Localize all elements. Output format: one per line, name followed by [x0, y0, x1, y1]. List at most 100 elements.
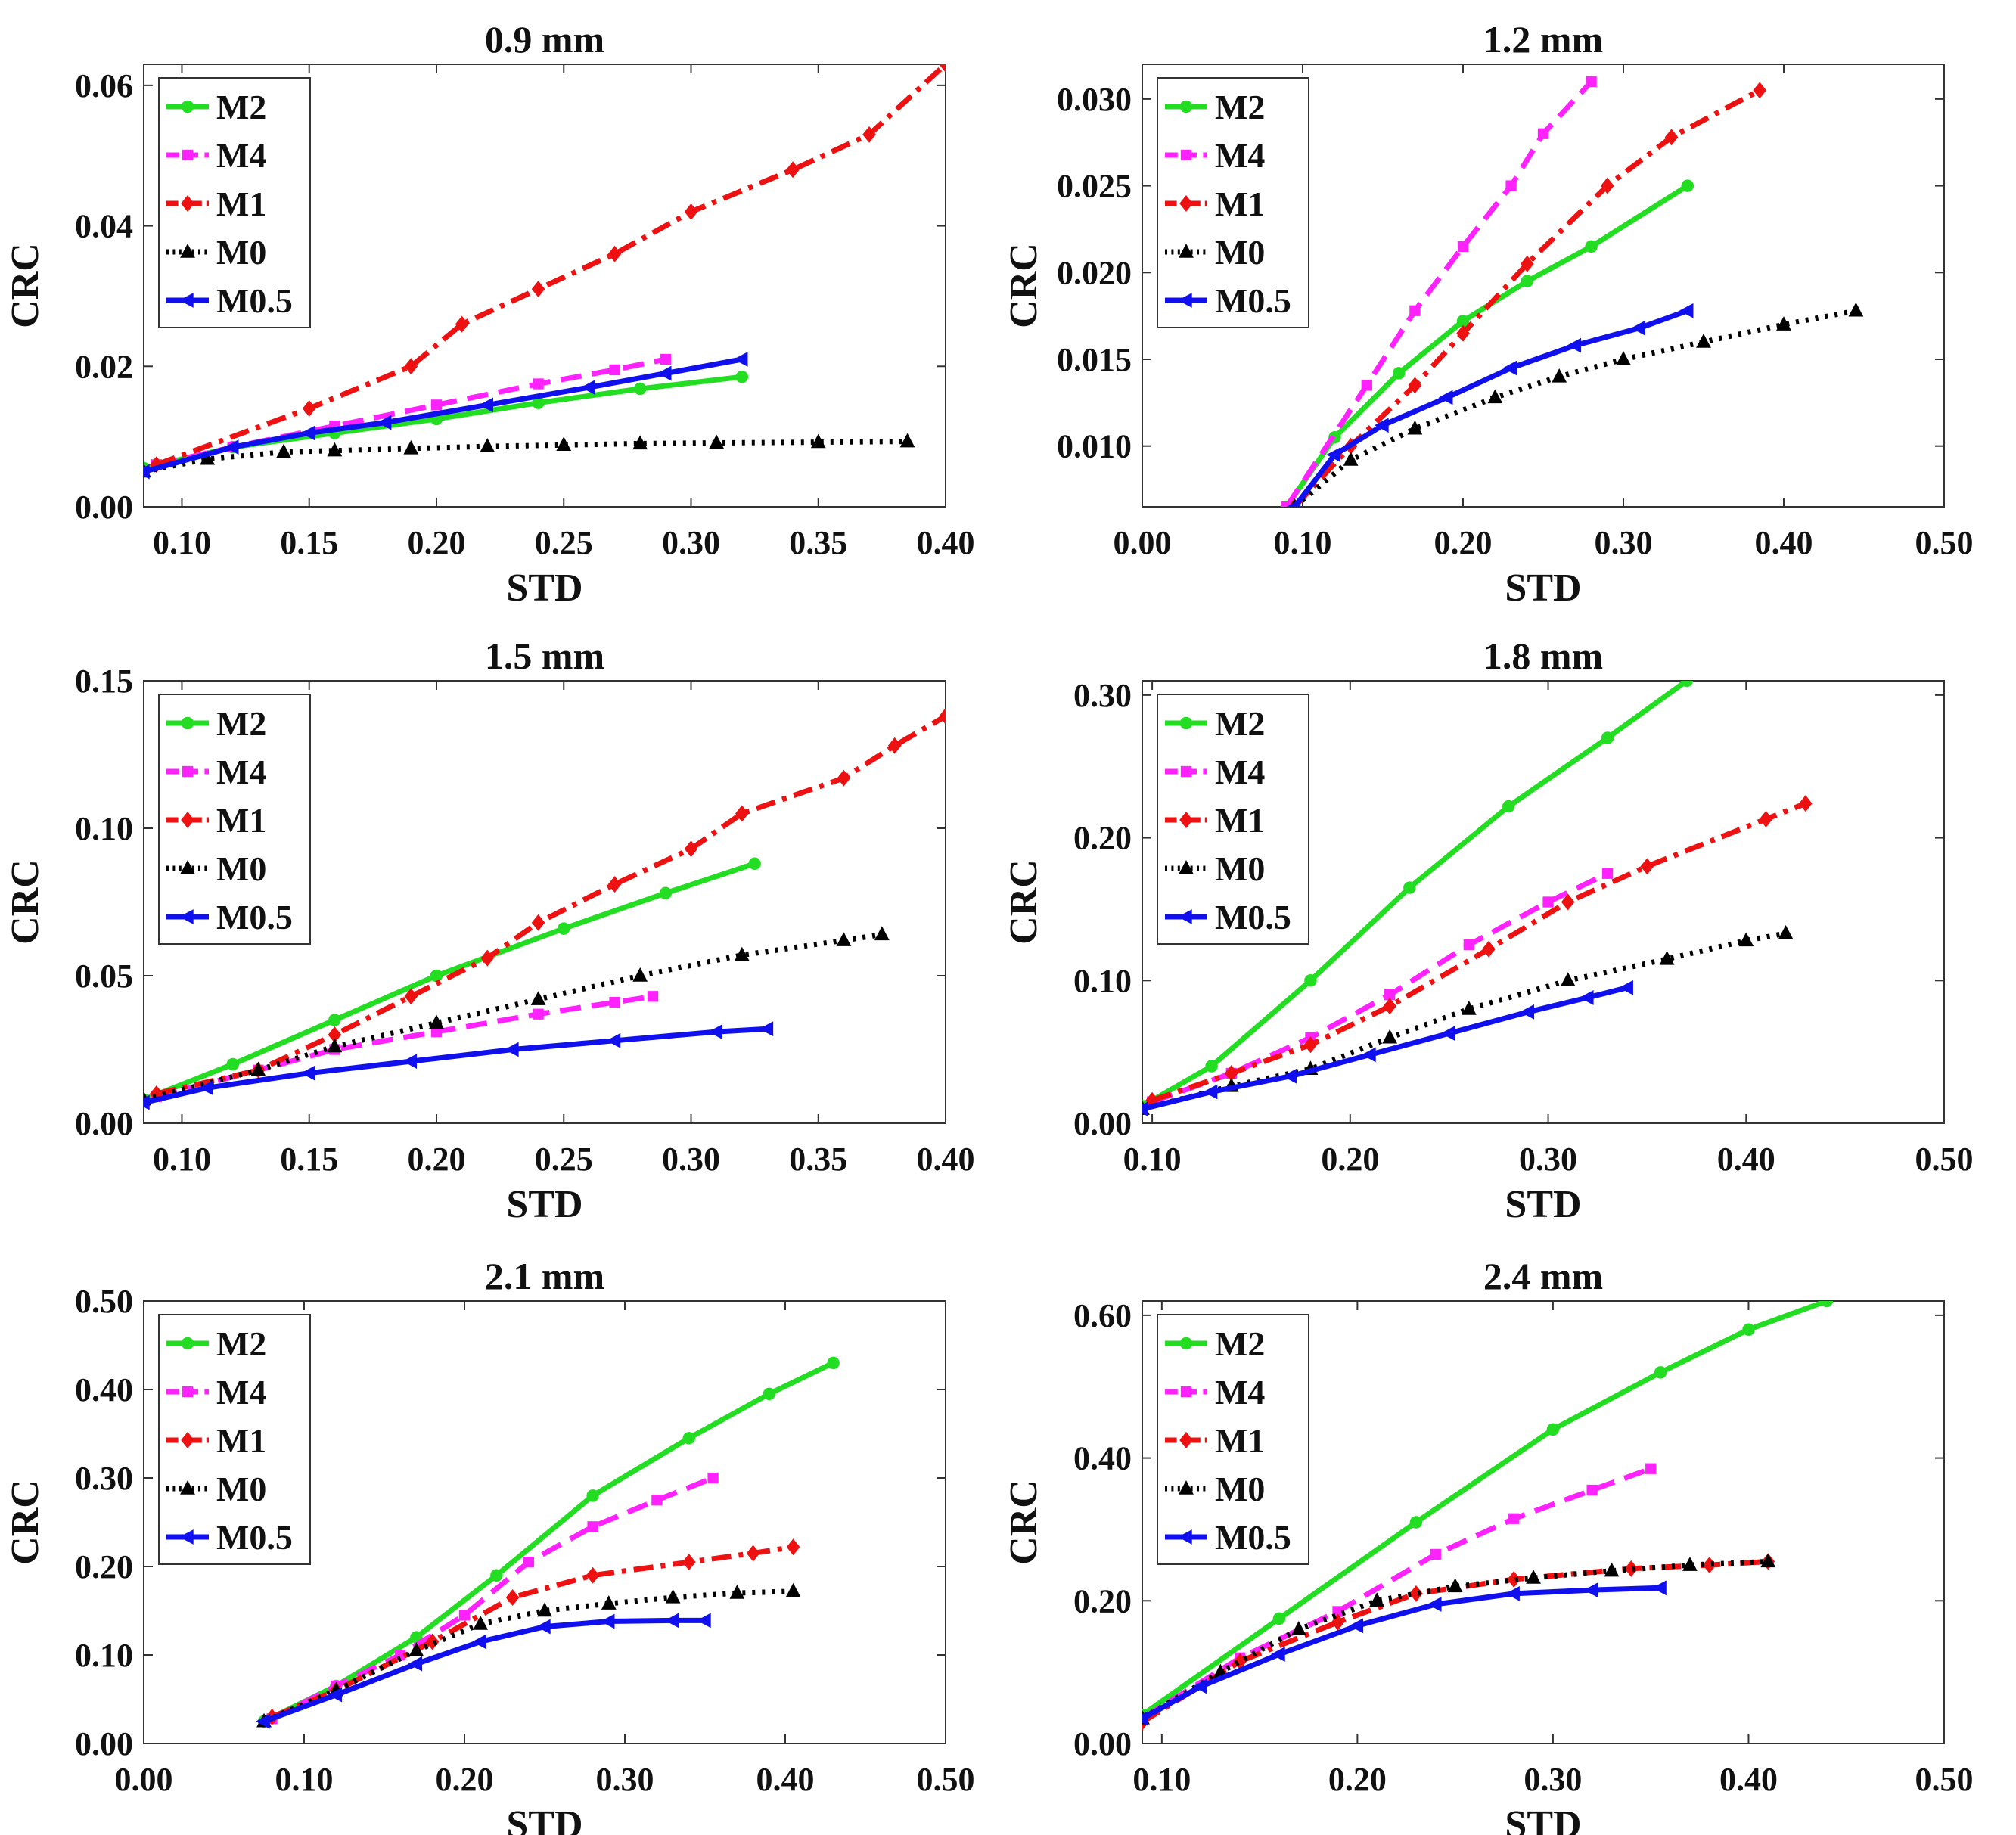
x-axis-label: STD [1505, 567, 1581, 610]
data-point-M1 [1601, 177, 1614, 194]
legend-marker-M0-5 [1178, 909, 1192, 924]
legend-label: M0.5 [1215, 1518, 1291, 1557]
series-line-M0-5 [1292, 308, 1688, 507]
data-point-M1 [505, 1588, 520, 1606]
x-tick-label: 0.10 [1274, 524, 1332, 561]
data-point-M1 [328, 1026, 342, 1043]
y-tick-label: 0.010 [1057, 428, 1132, 465]
data-point-M4 [1645, 1463, 1657, 1474]
series-group [144, 707, 946, 1110]
series-group [256, 1356, 840, 1729]
legend-marker-M4 [182, 149, 194, 161]
legend-label: M2 [216, 704, 266, 743]
data-point-M1 [939, 707, 946, 725]
x-tick-label: 0.30 [1519, 1141, 1577, 1178]
data-point-M2 [1521, 275, 1534, 288]
x-axis-label: STD [506, 567, 582, 610]
data-point-M0 [632, 967, 648, 982]
data-point-M2 [1272, 1612, 1286, 1625]
data-point-M0-5 [1579, 990, 1594, 1005]
x-tick-label: 0.10 [275, 1761, 334, 1798]
legend-label: M4 [216, 136, 266, 175]
data-point-M1 [586, 1566, 600, 1584]
data-point-M1 [531, 914, 545, 931]
legend-marker-M1 [1179, 195, 1193, 212]
legend-marker-M2 [1179, 716, 1193, 730]
data-point-M2 [633, 382, 647, 396]
data-point-M2 [1205, 1060, 1218, 1073]
data-point-M0 [810, 433, 826, 449]
data-point-M0 [785, 1582, 801, 1597]
data-point-M2 [827, 1356, 840, 1370]
data-point-M0 [1487, 389, 1503, 404]
data-point-M1 [1456, 324, 1470, 342]
y-tick-label: 0.00 [75, 1105, 133, 1142]
legend-label: M0 [1215, 849, 1265, 888]
chart-title: 1.2 mm [1483, 18, 1603, 61]
data-point-M0-5 [1349, 1618, 1364, 1634]
data-point-M4 [430, 1026, 443, 1038]
data-point-M0-5 [504, 1042, 519, 1057]
data-point-M4 [1586, 76, 1597, 88]
data-point-M4 [1384, 989, 1396, 1001]
data-point-M4 [1281, 501, 1292, 507]
series-line-M0-5 [144, 1026, 768, 1106]
data-point-M0-5 [472, 1634, 486, 1650]
x-tick-label: 0.40 [1717, 1141, 1775, 1178]
data-point-M0 [1696, 334, 1711, 348]
data-point-M2 [735, 370, 749, 383]
legend-marker-M0 [1179, 860, 1194, 874]
series-group [1142, 681, 1813, 1117]
legend-label: M0 [1215, 233, 1265, 272]
legend: M2 M4 M1 M0 M0.5 [1157, 77, 1309, 328]
data-point-M4 [533, 378, 544, 390]
data-point-M4 [523, 1557, 534, 1568]
chart-panel-6: 0.10 0.20 0.30 0.40 0.50 0.00 0.20 0.40 0.60 2.4 … [1002, 1255, 1974, 1835]
x-tick-label: 0.50 [1915, 1761, 1974, 1798]
legend-marker-M0-5 [1178, 1529, 1192, 1545]
data-point-M0 [899, 433, 915, 448]
data-point-M1 [1521, 255, 1534, 272]
series-group [1280, 76, 1864, 507]
data-point-M0-5 [144, 1094, 150, 1110]
series-line-M0-5 [144, 356, 743, 474]
data-point-M0-5 [224, 439, 239, 455]
series-line-M1 [271, 1544, 794, 1720]
legend-label: M2 [1215, 88, 1265, 126]
data-point-M4 [1361, 380, 1372, 391]
x-tick-label: 0.20 [1321, 1141, 1379, 1178]
data-point-M0 [1848, 302, 1864, 317]
data-point-M0-5 [402, 1054, 418, 1069]
legend-marker-M1 [181, 1432, 194, 1448]
x-tick-label: 0.20 [1434, 524, 1493, 561]
x-tick-label: 0.40 [1755, 524, 1813, 561]
chart-title: 0.9 mm [485, 18, 604, 61]
x-tick-label: 0.30 [1524, 1761, 1582, 1798]
data-point-M1 [1561, 893, 1575, 911]
data-point-M0-5 [733, 352, 748, 367]
data-point-M0-5 [377, 415, 392, 430]
data-point-M1 [1702, 1557, 1716, 1574]
data-point-M0 [1659, 950, 1675, 965]
legend-marker-M4 [1180, 149, 1192, 161]
data-point-M1 [302, 400, 316, 417]
data-point-M0-5 [697, 1613, 711, 1629]
legend-marker-M0 [180, 860, 195, 874]
legend-marker-M2 [1179, 1337, 1193, 1350]
data-point-M1 [1624, 1560, 1639, 1577]
y-tick-label: 0.30 [75, 1460, 133, 1497]
data-point-M1 [786, 1538, 800, 1556]
data-point-M0-5 [1427, 1597, 1442, 1612]
data-point-M1 [862, 126, 876, 143]
data-point-M2 [226, 1057, 240, 1071]
data-point-M2 [490, 1569, 503, 1582]
y-axis-label: CRC [1002, 243, 1045, 328]
y-tick-label: 0.015 [1057, 341, 1132, 378]
y-tick-label: 0.030 [1057, 81, 1132, 118]
data-point-M2 [1392, 367, 1406, 380]
data-point-M0 [734, 946, 750, 961]
data-point-M4 [1537, 128, 1549, 139]
x-axis-label: STD [1505, 1803, 1581, 1835]
data-point-M1 [1753, 82, 1766, 99]
y-tick-label: 0.00 [1073, 1725, 1132, 1762]
